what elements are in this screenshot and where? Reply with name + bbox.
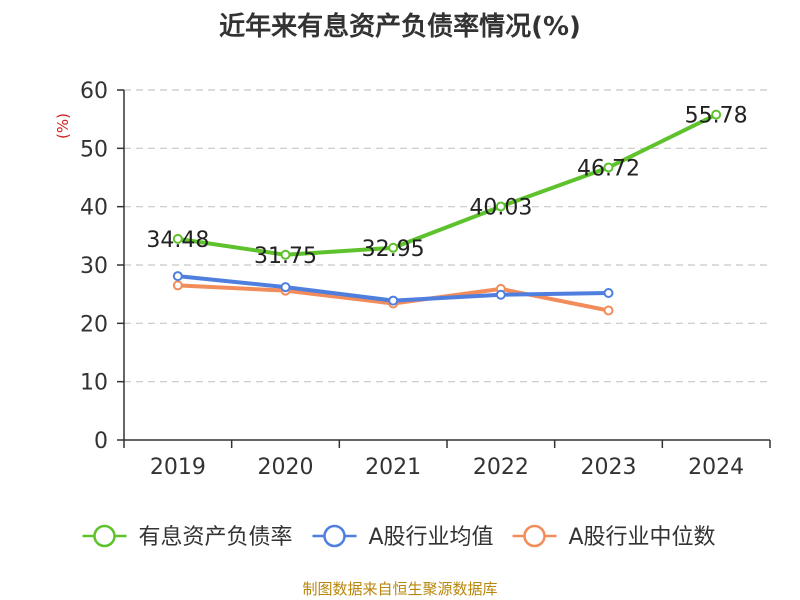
data-label: 32.95 xyxy=(362,237,425,262)
data-point xyxy=(172,233,183,244)
data-point xyxy=(603,288,614,298)
y-tick-label: 0 xyxy=(94,429,108,454)
y-tick-label: 10 xyxy=(80,371,108,396)
y-tick-label: 60 xyxy=(80,79,108,104)
data-point xyxy=(711,109,722,120)
y-tick-label: 30 xyxy=(80,254,108,279)
series-line xyxy=(175,112,719,257)
data-label: 34.48 xyxy=(146,228,209,253)
data-point xyxy=(495,201,506,212)
data-point xyxy=(388,242,399,253)
y-tick-label: 50 xyxy=(80,137,108,162)
data-label: 55.78 xyxy=(685,104,748,129)
chart-title: 近年来有息资产负债率情况(%) xyxy=(219,12,581,42)
y-tick-label: 40 xyxy=(80,196,108,221)
y-tick-label: 20 xyxy=(80,312,108,337)
data-point xyxy=(388,295,399,306)
data-point xyxy=(280,249,291,260)
x-tick-label: 2019 xyxy=(150,455,206,480)
legend-swatch-marker xyxy=(93,524,116,548)
legend-label: A股行业中位数 xyxy=(569,525,716,550)
legend-swatch-marker xyxy=(323,524,346,548)
data-point xyxy=(280,282,291,293)
x-tick-label: 2022 xyxy=(473,455,529,480)
legend-label: 有息资产负债率 xyxy=(139,525,293,550)
data-point xyxy=(172,280,183,291)
data-point xyxy=(172,271,183,282)
source-note: 制图数据来自恒生聚源数据库 xyxy=(302,580,498,598)
x-tick-label: 2021 xyxy=(365,455,421,480)
legend-swatch-marker xyxy=(523,524,546,548)
data-label: 31.75 xyxy=(254,244,317,269)
x-tick-label: 2024 xyxy=(688,455,744,480)
data-label: 40.03 xyxy=(469,195,532,220)
x-tick-label: 2023 xyxy=(581,455,637,480)
y-axis-label: (%) xyxy=(54,113,72,139)
data-point xyxy=(603,162,614,173)
data-label: 46.72 xyxy=(577,156,640,181)
data-point xyxy=(603,305,614,316)
x-tick-label: 2020 xyxy=(258,455,314,480)
legend-label: A股行业均值 xyxy=(369,525,494,550)
data-point xyxy=(495,289,506,300)
